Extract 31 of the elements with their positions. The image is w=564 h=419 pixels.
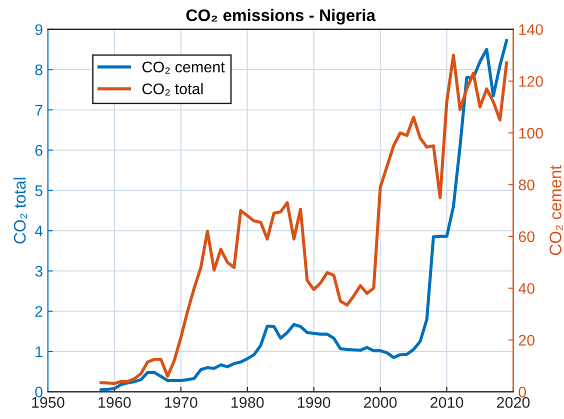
y-tick-label: 3 bbox=[35, 266, 42, 277]
x-tick-label: 1990 bbox=[298, 397, 330, 408]
y2-tick-label: 20 bbox=[518, 334, 534, 346]
x-tick-label: 2010 bbox=[430, 397, 464, 408]
y-tick-label: 5 bbox=[35, 185, 42, 196]
y2-tick-label: 0 bbox=[518, 386, 526, 398]
y2-tick-label: 140 bbox=[519, 24, 543, 36]
y2-tick-label: 60 bbox=[518, 231, 534, 242]
x-tick-label: 1980 bbox=[232, 397, 264, 408]
x-tick-label: 1970 bbox=[165, 397, 198, 408]
x-tick-label: 1950 bbox=[32, 397, 64, 408]
y2-tick-label: 80 bbox=[518, 180, 534, 190]
chart-title: CO₂ emissions - Nigeria bbox=[186, 8, 376, 25]
legend-label: CO₂ cement bbox=[142, 62, 225, 74]
y-tick-label: 7 bbox=[35, 104, 42, 116]
legend-label: CO₂ total bbox=[142, 83, 203, 96]
y2-tick-label: 120 bbox=[519, 76, 543, 87]
y-tick-label: 2 bbox=[35, 306, 42, 317]
y-axis-title: CO₂ total bbox=[13, 178, 27, 244]
y2-axis-title: CO₂ cement bbox=[550, 165, 563, 256]
x-tick-label: 2020 bbox=[497, 397, 530, 408]
y-tick-label: 4 bbox=[34, 226, 43, 236]
y-tick-label: 0 bbox=[35, 386, 42, 398]
y-tick-label: 1 bbox=[36, 346, 42, 358]
y2-tick-label: 40 bbox=[518, 283, 534, 294]
y-tick-label: 8 bbox=[35, 64, 42, 76]
y-tick-label: 6 bbox=[35, 145, 42, 156]
y2-tick-label: 100 bbox=[519, 128, 543, 139]
x-tick-label: 2000 bbox=[364, 397, 397, 408]
y-tick-label: 9 bbox=[35, 24, 42, 36]
x-tick-label: 1960 bbox=[98, 397, 131, 408]
